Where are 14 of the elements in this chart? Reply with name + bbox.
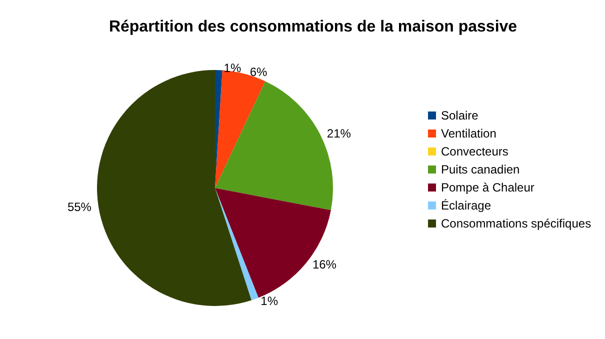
legend-label: Solaire	[441, 108, 479, 122]
data-label: 55%	[67, 200, 92, 214]
legend-label: Éclairage	[441, 198, 492, 212]
legend-label: Consommations spécifiques	[441, 216, 592, 230]
legend-label: Pompe à Chaleur	[441, 180, 534, 194]
data-label: 21%	[326, 126, 352, 141]
data-label: 6%	[250, 64, 268, 79]
data-label: 1%	[260, 294, 278, 308]
data-label: 1%	[224, 61, 242, 76]
legend-label: Puits canadien	[441, 162, 520, 176]
data-label: 16%	[312, 257, 337, 272]
chart-title: Répartition des consommations de la maison passive	[108, 18, 518, 36]
legend-label: Convecteurs	[441, 144, 508, 158]
legend-label: Ventilation	[441, 126, 496, 140]
